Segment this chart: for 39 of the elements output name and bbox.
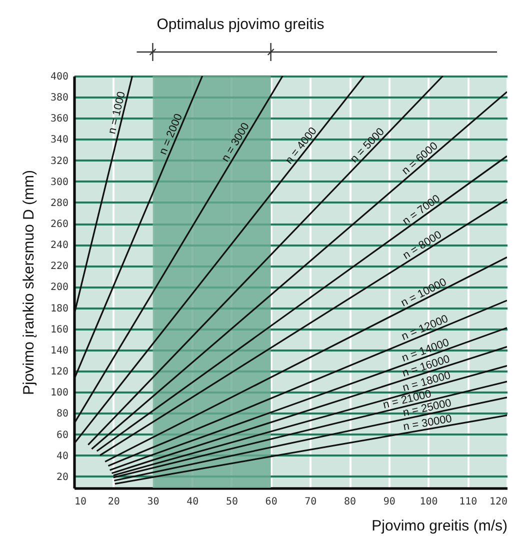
text: n = 8000 xyxy=(400,228,444,262)
y-tick-label: 160 xyxy=(50,324,68,336)
band-label: Optimalus pjovimo greitis xyxy=(156,16,324,33)
x-tick-label: 100 xyxy=(420,496,438,508)
y-tick-label: 380 xyxy=(50,92,68,104)
y-tick-label: 340 xyxy=(50,134,68,146)
x-tick-label: 10 xyxy=(74,496,87,508)
y-tick-label: 400 xyxy=(50,72,68,82)
x-tick-label: 40 xyxy=(186,496,199,508)
y-tick-label: 40 xyxy=(56,450,68,462)
x-axis-title: Pjovimo greitis (m/s) xyxy=(372,518,508,534)
y-tick-label: 280 xyxy=(50,198,68,209)
y-tick-label: 320 xyxy=(50,156,68,167)
x-tick-label: 90 xyxy=(383,496,396,508)
x-tick-label: 80 xyxy=(344,496,356,508)
x-tick-label: 120 xyxy=(489,496,508,508)
text: n = 1000 xyxy=(106,90,128,136)
y-axis-title: Pjovimo įrankio skersmuo D (mm) xyxy=(20,170,38,396)
text: n = 7000 xyxy=(400,192,442,228)
y-tick-label: 180 xyxy=(50,303,68,314)
y-tick-label: 260 xyxy=(50,219,68,230)
x-tick-label: 20 xyxy=(108,496,120,508)
text: n = 2000 xyxy=(157,112,186,157)
x-tick-label: 110 xyxy=(459,496,478,508)
y-tick-label: 20 xyxy=(56,472,68,483)
x-tick-label: 70 xyxy=(304,496,317,508)
y-tick-label: 360 xyxy=(50,114,68,125)
y-tick-label: 240 xyxy=(50,240,68,252)
y-tick-label: 220 xyxy=(50,261,68,272)
y-tick-label: 200 xyxy=(50,282,68,294)
y-tick-label: 120 xyxy=(50,366,68,378)
y-tick-label: 100 xyxy=(50,388,68,399)
y-tick-label: 60 xyxy=(56,430,68,441)
x-tick-label: 60 xyxy=(265,496,278,508)
y-tick-label: 300 xyxy=(50,176,68,188)
x-tick-label: 30 xyxy=(147,496,160,508)
y-tick-label: 140 xyxy=(50,345,68,356)
x-tick-label: 50 xyxy=(226,496,238,508)
y-tick-label: 80 xyxy=(56,408,68,420)
